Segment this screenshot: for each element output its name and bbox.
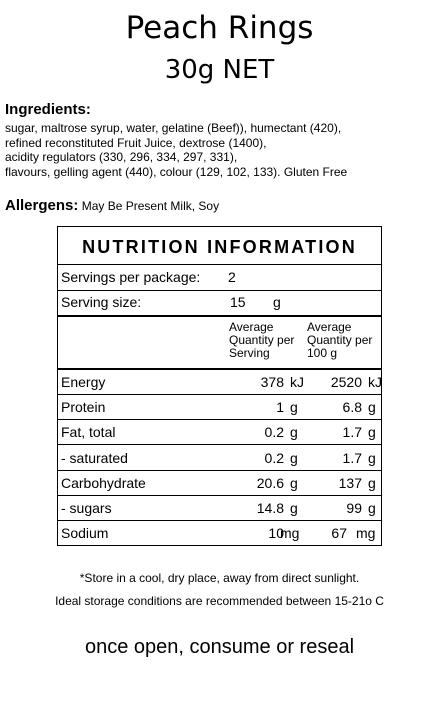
serving-size-label: Serving size: (61, 294, 142, 310)
ingredients-heading: Ingredients: (5, 101, 91, 118)
storage-conditions: Ideal storage conditions are recommended… (55, 594, 384, 608)
allergens-text: May Be Present Milk, Soy (81, 199, 220, 213)
divider (58, 315, 381, 317)
divider (58, 368, 381, 370)
ingredients-line: sugar, maltrose syrup, water, gelatine (… (5, 121, 342, 135)
serving-size-unit: g (273, 294, 281, 310)
product-name: Peach Rings (125, 10, 314, 46)
ingredients-line: flavours, gelling agent (440), colour (1… (5, 164, 348, 179)
allergens-label: Allergens: (5, 197, 79, 214)
divider (58, 520, 381, 521)
nutrition-panel: NUTRITION INFORMATION Servings per packa… (57, 226, 382, 546)
servings-label: Servings per package: (61, 269, 201, 285)
once-open-note: once open, consume or reseal (84, 636, 355, 658)
net-weight: 30g NET (164, 55, 275, 85)
serving-size-value: 15 (230, 294, 246, 310)
ingredients-line: acidity regulators (330, 296, 334, 297, … (5, 150, 238, 164)
divider (58, 419, 381, 420)
divider (58, 495, 381, 496)
divider (58, 394, 381, 395)
allergens: Allergens: May Be Present Milk, Soy (5, 197, 219, 214)
ingredients-list: sugar, maltrose syrup, water, gelatine (… (5, 121, 430, 179)
ingredients-line: refined reconstituted Fruit Juice, dextr… (5, 135, 267, 150)
divider (58, 470, 381, 471)
col-header-per-serving: Average Quantity per Serving (229, 320, 295, 360)
divider (58, 290, 381, 291)
nutrition-title: NUTRITION INFORMATION (82, 237, 357, 257)
divider (58, 444, 381, 445)
storage-note: *Store in a cool, dry place, away from d… (79, 571, 360, 585)
col-header-per-100g: Average Quantity per 100 g (307, 320, 373, 360)
divider (58, 264, 381, 265)
servings-value: 2 (228, 269, 236, 285)
